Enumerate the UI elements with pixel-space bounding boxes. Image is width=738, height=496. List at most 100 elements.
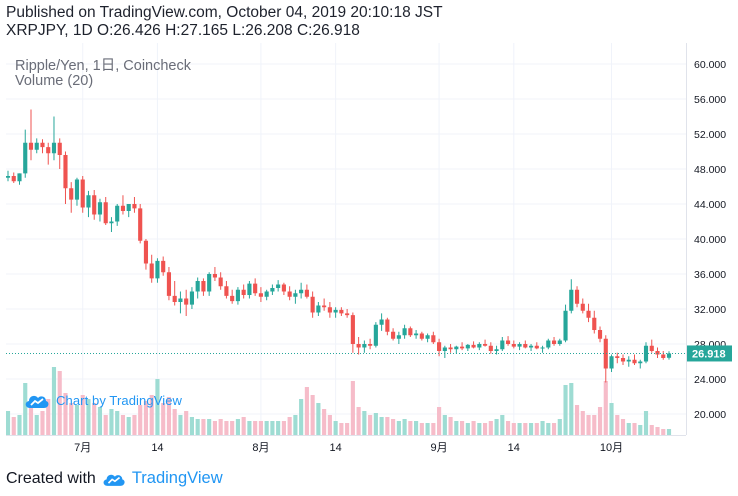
candle-body	[293, 293, 298, 297]
candle-body	[327, 307, 332, 313]
volume-bar	[322, 409, 327, 435]
candle-body	[437, 342, 442, 351]
candle-body	[23, 142, 28, 174]
volume-bar	[207, 419, 212, 435]
volume-bar	[661, 429, 666, 435]
candle-body	[201, 281, 206, 292]
x-tick-label: 14	[151, 442, 163, 454]
volume-bar	[471, 421, 476, 435]
volume-bar	[241, 417, 246, 435]
volume-bar	[500, 415, 505, 435]
candle-body	[609, 356, 614, 369]
volume-bar	[155, 379, 160, 435]
last-price-label: 26.918	[692, 348, 726, 360]
candle-body	[172, 295, 177, 302]
volume-bar	[454, 421, 459, 435]
candle-body	[557, 340, 562, 344]
volume-bar	[362, 411, 367, 435]
candle-body	[454, 346, 459, 350]
volume-bar	[517, 423, 522, 435]
candle-body	[460, 346, 465, 349]
tradingview-cloud-icon[interactable]	[102, 470, 126, 487]
volume-bar	[425, 423, 430, 435]
tradingview-cloud-icon	[25, 395, 49, 408]
volume-bar	[615, 415, 620, 435]
candle-body	[580, 303, 585, 311]
volume-bar	[431, 423, 436, 435]
volume-bar	[230, 421, 235, 435]
candle-body	[551, 340, 557, 344]
x-tick-label: 14	[330, 442, 342, 454]
volume-bar	[379, 417, 384, 435]
candle-body	[138, 208, 143, 241]
volume-bar	[580, 411, 585, 435]
candle-body	[638, 361, 643, 364]
candle-body	[339, 309, 344, 314]
candle-body	[46, 147, 51, 154]
volume-bar	[534, 423, 539, 435]
volume-legend[interactable]: Volume (20)	[15, 73, 94, 89]
candle-body	[402, 328, 407, 336]
candle-body	[534, 345, 539, 349]
volume-bar	[574, 405, 580, 435]
candle-body	[356, 344, 361, 348]
candle-body	[523, 344, 528, 348]
volume-bar	[649, 425, 654, 435]
volume-bar	[523, 423, 528, 435]
candle-body	[391, 331, 396, 339]
candle-body	[270, 288, 275, 292]
volume-bar	[161, 403, 166, 435]
footer-brand-link[interactable]: TradingView	[131, 469, 223, 487]
candle-body	[574, 289, 580, 304]
candle-body	[626, 359, 631, 362]
candle-body	[655, 351, 660, 355]
price-chart[interactable]: 60.000 56.000 52.000 48.000 44.000 40.000 36.0…	[6, 43, 732, 457]
volume-bar	[603, 381, 608, 435]
volume-bar	[586, 415, 591, 435]
volume-bar	[592, 415, 597, 435]
candle-body	[34, 142, 39, 150]
candle-body	[161, 260, 166, 273]
candle-body	[442, 347, 447, 351]
candle-body	[586, 310, 591, 318]
volume-bar	[299, 399, 304, 435]
candle-body	[505, 340, 511, 344]
volume-bar	[505, 421, 511, 435]
candle-body	[345, 313, 350, 316]
chart-panel[interactable]: 60.000 56.000 52.000 48.000 44.000 40.000 36.0…	[6, 43, 732, 457]
volume-bar	[97, 407, 103, 435]
y-tick-label: 44.000	[694, 199, 726, 211]
volume-bar	[304, 387, 309, 435]
candle-body	[115, 205, 120, 222]
candle-body	[69, 188, 74, 200]
volume-bar	[224, 421, 229, 435]
candle-body	[471, 344, 476, 348]
volume-bar	[11, 417, 16, 435]
candle-body	[603, 338, 608, 369]
volume-bar	[143, 401, 149, 435]
candle-body	[408, 328, 413, 336]
symbol-legend[interactable]: Ripple/Yen, 1日, Coincheck	[15, 58, 191, 74]
candle-body	[235, 289, 240, 302]
candle-body	[379, 319, 384, 325]
volume-bar	[408, 421, 413, 435]
candle-body	[563, 310, 568, 341]
volume-bar	[276, 421, 281, 435]
volume-bar	[212, 421, 217, 435]
candle-body	[592, 317, 597, 330]
candle-body	[189, 291, 194, 305]
volume-bar	[626, 423, 631, 435]
last-price-tag	[687, 345, 732, 362]
candle-body	[11, 176, 16, 182]
volume-bar	[327, 415, 332, 435]
volume-bar	[281, 421, 286, 435]
candle-body	[212, 274, 217, 278]
volume-bar	[414, 421, 419, 435]
candle-body	[207, 274, 212, 292]
volume-bar	[103, 415, 108, 435]
volume-bar	[419, 423, 424, 435]
volume-bar	[345, 423, 350, 435]
candle-body	[632, 359, 637, 364]
candle-body	[92, 195, 97, 215]
candle-body	[6, 176, 11, 178]
